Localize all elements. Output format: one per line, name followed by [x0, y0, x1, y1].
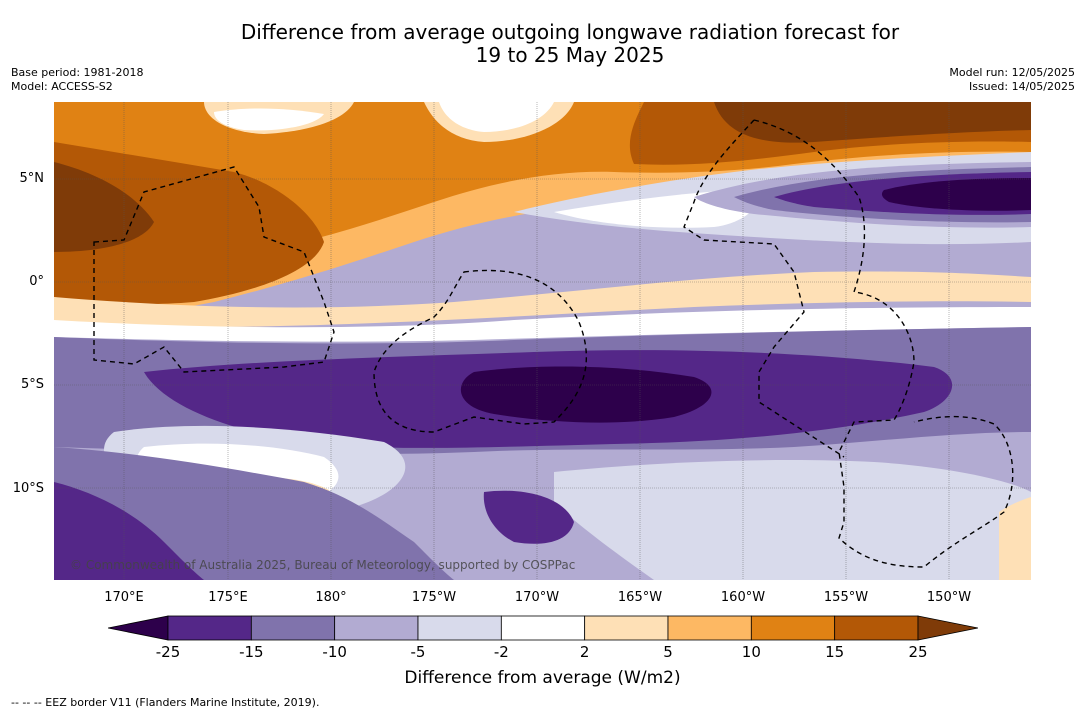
colorbar-swatch	[584, 615, 669, 641]
issued-date: Issued: 14/05/2025	[968, 80, 1075, 93]
colorbar-tick-label: 15	[825, 643, 845, 661]
lon-label-165w: 165°W	[617, 590, 663, 605]
colorbar-swatch	[667, 615, 752, 641]
map-canvas	[54, 102, 1031, 580]
lat-label-5n: 5°N	[19, 171, 45, 186]
map-title-line2: 19 to 25 May 2025	[475, 43, 665, 67]
colorbar-tick-label: -25	[155, 643, 181, 661]
meta-left: Base period: 1981-2018 Model: ACCESS-S2	[11, 66, 143, 94]
colorbar-swatch	[167, 615, 252, 641]
eez-borders	[93, 119, 1014, 568]
model-run: Model run: 12/05/2025	[949, 66, 1075, 79]
map-title: Difference from average outgoing longwav…	[0, 21, 1085, 67]
olr-anomaly-map[interactable]	[54, 102, 1031, 580]
colorbar-tick-label: 5	[663, 643, 673, 661]
colorbar-swatch	[417, 615, 502, 641]
lon-label-180: 180°	[315, 590, 347, 605]
colorbar-tick-label: -2	[493, 643, 509, 661]
colorbar-swatch	[250, 615, 336, 641]
colorbar-tick-label: 25	[908, 643, 928, 661]
lon-label-155w: 155°W	[823, 590, 869, 605]
lon-label-170w: 170°W	[514, 590, 560, 605]
colorbar-tick-label: 2	[579, 643, 590, 661]
lon-label-175w: 175°W	[411, 590, 457, 605]
lat-label-5s: 5°S	[20, 377, 44, 392]
lon-label-175e: 175°E	[208, 590, 248, 605]
colorbar-tick-label: -10	[322, 643, 347, 661]
lat-label-0: 0°	[29, 274, 44, 289]
colorbar-extend-low	[108, 615, 169, 641]
colorbar	[108, 615, 978, 641]
colorbar-swatch	[334, 615, 419, 641]
colorbar-swatch	[750, 615, 836, 641]
colorbar-swatch	[834, 615, 919, 641]
lon-label-160w: 160°W	[720, 590, 766, 605]
lat-label-10s: 10°S	[12, 481, 44, 496]
lon-label-170e: 170°E	[104, 590, 144, 605]
colorbar-swatch	[500, 615, 586, 641]
colorbar-tick-label: 10	[741, 643, 761, 661]
lon-label-150w: 150°W	[926, 590, 972, 605]
meta-right: Model run: 12/05/2025 Issued: 14/05/2025	[949, 66, 1075, 94]
colorbar-tick-label: -15	[239, 643, 264, 661]
copyright-notice: © Commonwealth of Australia 2025, Bureau…	[70, 558, 576, 572]
colorbar-tick-label: -5	[410, 643, 426, 661]
eez-legend-footnote: -- -- -- EEZ border V11 (Flanders Marine…	[11, 696, 320, 709]
map-title-line1: Difference from average outgoing longwav…	[240, 20, 900, 44]
model-name: Model: ACCESS-S2	[11, 80, 113, 93]
base-period: Base period: 1981-2018	[11, 66, 144, 79]
colorbar-extend-high	[917, 615, 978, 641]
colorbar-label: Difference from average (W/m2)	[404, 668, 681, 688]
